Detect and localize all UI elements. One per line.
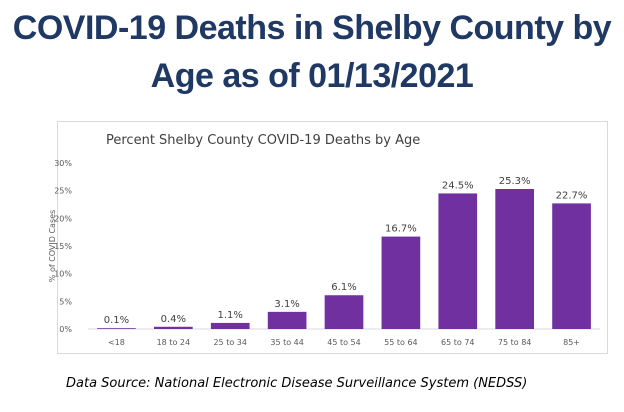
x-tick-label: 35 to 44: [270, 338, 303, 347]
x-tick-label: 55 to 64: [384, 338, 417, 347]
data-source-note: Data Source: National Electronic Disease…: [66, 376, 528, 391]
x-tick-label: 25 to 34: [213, 338, 246, 347]
bar: [210, 322, 250, 329]
bar: [438, 193, 478, 329]
data-label: 0.1%: [104, 315, 129, 326]
page-title-line2: Age as of 01/13/2021: [150, 57, 474, 95]
data-label: 25.3%: [499, 176, 531, 187]
bar: [267, 311, 307, 329]
bar: [552, 203, 591, 329]
y-axis-label: % of COVID Cases: [48, 210, 57, 282]
y-tick-label: 0%: [59, 325, 72, 334]
data-label: 16.7%: [385, 224, 417, 235]
data-label: 6.1%: [331, 282, 356, 293]
data-label: 1.1%: [218, 310, 243, 321]
chart-title: Percent Shelby County COVID-19 Deaths by…: [106, 133, 421, 148]
bar: [97, 328, 136, 329]
page-title-line1: COVID-19 Deaths in Shelby County by: [12, 9, 612, 47]
y-tick-label: 5%: [59, 297, 72, 306]
y-tick-label: 15%: [54, 242, 72, 251]
y-tick-label: 25%: [54, 187, 72, 196]
x-tick-label: 45 to 54: [327, 338, 360, 347]
data-label: 24.5%: [442, 180, 474, 191]
y-tick-label: 10%: [54, 270, 72, 279]
y-tick-label: 20%: [54, 214, 72, 223]
data-label: 22.7%: [556, 190, 588, 201]
bar: [381, 236, 421, 329]
y-tick-label: 30%: [54, 159, 72, 168]
data-label: 0.4%: [161, 314, 186, 325]
bar: [153, 326, 193, 329]
x-tick-label: <18: [108, 338, 125, 347]
data-label: 3.1%: [274, 299, 299, 310]
bar: [324, 295, 364, 329]
x-tick-label: 85+: [563, 338, 580, 347]
x-tick-label: 18 to 24: [157, 338, 190, 347]
x-tick-label: 75 to 84: [498, 338, 531, 347]
x-tick-label: 65 to 74: [441, 338, 474, 347]
bar: [495, 189, 535, 329]
